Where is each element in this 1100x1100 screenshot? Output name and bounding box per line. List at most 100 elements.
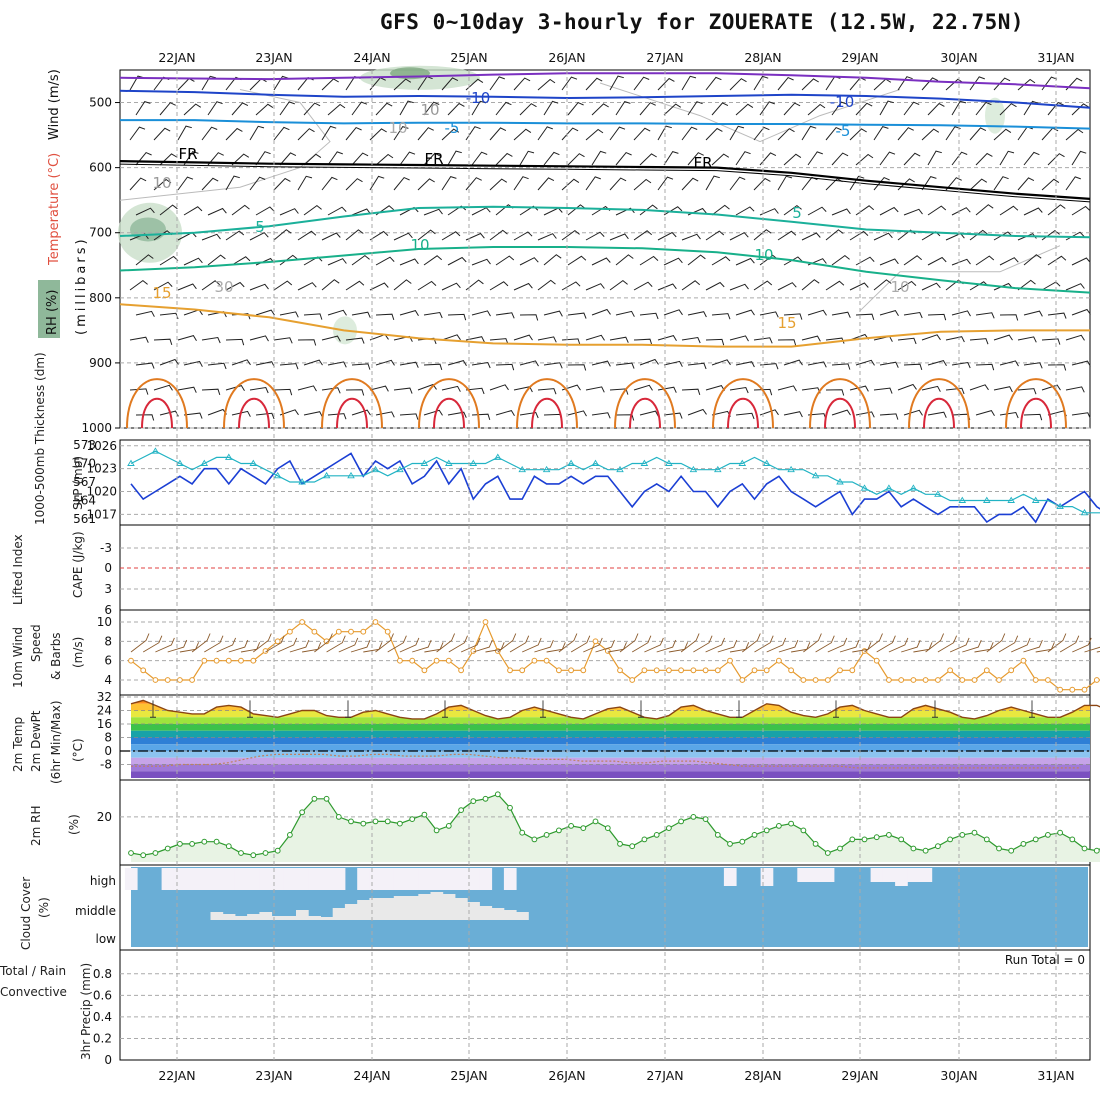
wind-barb	[951, 258, 971, 266]
wind-barb	[927, 205, 947, 216]
wind-barb	[609, 233, 629, 241]
wind-barb	[849, 128, 867, 141]
ylabel-2m-temp: 2m Temp	[11, 717, 25, 772]
surface-wind-barb	[509, 635, 530, 653]
wind-barb	[153, 338, 173, 346]
wind-barb	[657, 335, 677, 341]
wind-speed-point	[702, 667, 709, 674]
wind-barb	[801, 78, 819, 91]
wind-barb	[825, 280, 845, 291]
wind-barb	[273, 126, 290, 141]
minmax-bar	[638, 700, 644, 718]
wind-barb	[801, 232, 821, 241]
wind-speed-point	[873, 657, 880, 664]
thickness-marker	[273, 471, 282, 479]
li-tick-6: 6	[104, 603, 112, 617]
wind-barb	[153, 281, 173, 291]
wind-barb	[681, 336, 701, 344]
wind-speed-point	[335, 628, 342, 635]
wind-barb	[855, 359, 875, 366]
wind-barb	[687, 408, 707, 416]
wind-barb	[591, 412, 611, 419]
wind-barb	[585, 334, 605, 341]
wind-barb	[465, 279, 484, 291]
cloud-mid-gap	[357, 900, 370, 920]
wind-barb	[297, 230, 317, 241]
cloud-mid-gap	[332, 908, 346, 920]
cloud-mid-gap	[381, 898, 395, 920]
wind-barb	[711, 204, 730, 216]
wind-barb	[921, 334, 941, 341]
rh-point	[494, 791, 501, 798]
rh-point	[482, 795, 489, 802]
surface-wind-barb	[1084, 646, 1100, 653]
contour-label-30: 30	[214, 278, 233, 296]
wind-barb	[297, 128, 315, 141]
wind-speed-point	[898, 677, 905, 683]
wind-barb	[687, 362, 707, 370]
wind-barb	[183, 151, 199, 166]
wind-barb	[327, 258, 347, 266]
thickness-marker	[640, 459, 649, 466]
wind-speed-point	[225, 657, 232, 664]
wind-barb	[921, 282, 941, 291]
wind-speed-point	[482, 619, 489, 625]
wind-barb	[639, 204, 658, 216]
wind-barb	[225, 175, 240, 191]
cloud-mid-gap	[234, 916, 248, 920]
surface-wind-barb	[1047, 633, 1067, 653]
rh-point	[140, 852, 147, 859]
wind-barb	[321, 176, 338, 191]
wind-speed-point	[397, 657, 403, 664]
wind-barb	[783, 411, 803, 418]
cloud-high-clear	[259, 868, 273, 890]
rh-point	[568, 823, 574, 829]
cloud-high-gap	[919, 868, 933, 882]
rh-point	[617, 841, 623, 847]
isotherm-10	[119, 246, 1091, 294]
wind-speed-point	[213, 657, 220, 664]
wind-barb	[735, 412, 755, 420]
wind-barb	[1071, 103, 1089, 116]
cloud-high-clear	[308, 868, 321, 890]
wind-barb	[369, 230, 389, 241]
contour-label-10: 10	[388, 119, 407, 137]
thickness-marker	[591, 459, 600, 466]
wind-barb	[495, 312, 515, 319]
wind-barb	[225, 281, 245, 291]
wind-barb	[393, 126, 409, 141]
rh-point	[922, 847, 929, 854]
wind-barb	[489, 76, 505, 91]
rh-point	[531, 836, 538, 843]
rh-point	[519, 829, 526, 836]
wind-barb	[543, 310, 563, 317]
rh-point	[177, 841, 183, 847]
wind-barb	[831, 311, 851, 318]
rh-point	[935, 843, 941, 850]
wind-barb	[657, 125, 672, 141]
wind-barb	[201, 126, 218, 141]
cloud-mid-gap	[503, 910, 517, 920]
wind-barb	[129, 177, 147, 191]
wind-barb	[543, 254, 562, 266]
wind-barb	[777, 385, 797, 392]
wind-barb	[945, 177, 962, 191]
ylabel-rh: RH (%)	[45, 290, 60, 335]
wind-barb	[711, 313, 731, 320]
wind-barb	[255, 151, 271, 166]
wind-speed-point	[556, 667, 562, 674]
rh-point	[996, 845, 1002, 852]
thickness-marker	[469, 459, 478, 466]
wind-barb	[393, 387, 413, 394]
wind-barb	[567, 312, 587, 319]
surface-isotherm-20	[1005, 378, 1067, 429]
wind-barb	[249, 232, 269, 241]
rh-point	[1032, 836, 1039, 843]
wind-barb	[831, 409, 851, 416]
wind-barb	[201, 233, 221, 241]
wind-barb	[423, 101, 440, 116]
thickness-tick-570: 570	[73, 457, 96, 471]
thickness-marker	[127, 459, 135, 466]
wind-barb	[609, 126, 626, 141]
wind-barb	[975, 101, 992, 116]
